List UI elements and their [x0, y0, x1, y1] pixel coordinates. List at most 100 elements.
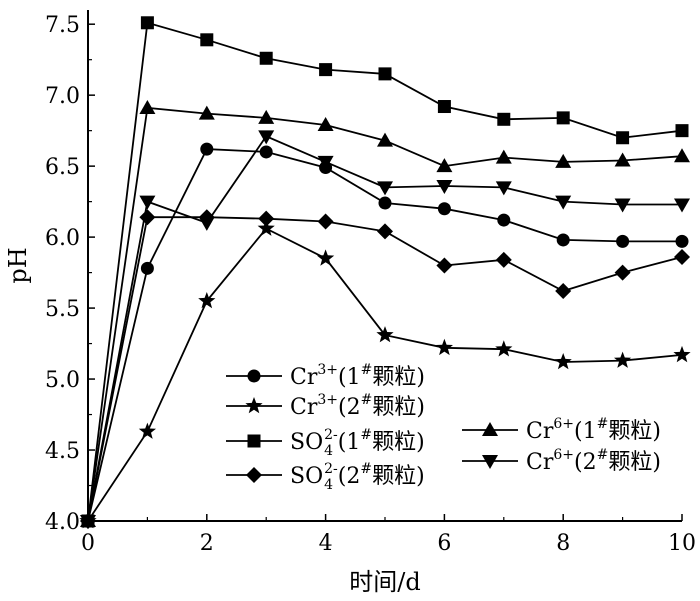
data-point-so4-1 [616, 131, 630, 145]
y-tick-label: 5.0 [45, 368, 80, 393]
x-tick-label: 2 [200, 531, 214, 556]
legend-label: Cr3+(1#颗粒) [290, 362, 425, 390]
legend-label: Cr6+(1#颗粒) [526, 416, 661, 444]
legend-label: Cr6+(2#颗粒) [526, 447, 661, 475]
data-point-cr6-1 [555, 153, 572, 168]
data-point-so4-2 [614, 264, 631, 281]
data-point-cr6-2 [674, 198, 690, 213]
data-point-so4-1 [497, 112, 511, 126]
data-point-cr6-2 [614, 198, 631, 213]
data-point-cr3-1 [556, 233, 570, 247]
x-axis-title: 时间/d [349, 568, 420, 596]
y-tick-label: 7.0 [45, 84, 80, 109]
data-point-cr6-2 [258, 130, 275, 145]
legend-item-cr3-1: Cr3+(1#颗粒) [226, 362, 425, 390]
legend-item-cr6-2: Cr6+(2#颗粒) [462, 447, 661, 475]
legend-item-so4-2: SO42-(2#颗粒) [226, 461, 425, 493]
data-point-cr3-2 [257, 219, 275, 236]
data-point-so4-2 [495, 251, 512, 268]
legend-label: SO42-(1#颗粒) [290, 427, 425, 459]
data-point-cr3-2 [435, 338, 453, 356]
x-tick-label: 6 [437, 531, 451, 556]
data-point-cr6-1 [614, 152, 631, 167]
data-point-cr6-1 [198, 105, 215, 120]
series-so4-2 [80, 209, 690, 529]
legend-item-cr6-1: Cr6+(1#颗粒) [462, 416, 661, 444]
data-point-cr6-2 [436, 180, 453, 195]
data-point-so4-2 [674, 248, 690, 265]
data-point-cr3-1 [675, 234, 689, 248]
legend-marker [246, 467, 262, 483]
data-point-cr6-1 [139, 99, 156, 114]
y-tick-label: 7.5 [45, 13, 80, 38]
data-point-cr6-2 [198, 216, 215, 231]
series-layer [79, 16, 691, 529]
legend: Cr3+(1#颗粒)Cr3+(2#颗粒) SO42-(1#颗粒)SO42-(2#颗… [226, 362, 661, 493]
legend-marker [245, 397, 263, 414]
data-point-so4-1 [140, 16, 154, 30]
legend-item-cr3-2: Cr3+(2#颗粒) [226, 392, 425, 420]
data-point-so4-2 [377, 223, 393, 240]
y-tick-label: 6.0 [45, 226, 80, 251]
data-point-so4-2 [436, 257, 453, 274]
data-point-cr3-1 [259, 145, 273, 159]
data-point-so4-1 [675, 124, 689, 138]
data-point-cr3-1 [200, 142, 214, 156]
data-point-cr3-2 [317, 249, 335, 266]
series-so4-1 [81, 16, 689, 528]
data-point-cr6-1 [258, 109, 275, 124]
legend-marker [247, 369, 261, 383]
data-point-cr6-2 [139, 195, 156, 210]
data-point-so4-2 [555, 283, 572, 300]
x-tick-label: 0 [81, 531, 95, 556]
legend-marker [482, 422, 498, 436]
data-point-cr6-1 [495, 149, 512, 164]
y-tick-label: 4.5 [45, 439, 80, 464]
data-point-so4-1 [319, 63, 333, 77]
data-point-cr3-2 [198, 292, 216, 309]
y-tick-label: 5.5 [45, 297, 80, 322]
data-point-cr6-2 [495, 181, 512, 196]
x-tick-label: 8 [556, 531, 570, 556]
legend-marker [482, 455, 498, 469]
data-point-so4-1 [378, 67, 392, 81]
data-point-cr3-1 [616, 234, 630, 248]
series-cr6-2 [80, 130, 690, 529]
data-point-cr3-2 [614, 351, 632, 368]
data-point-cr3-2 [495, 340, 513, 357]
data-point-cr6-2 [317, 155, 334, 170]
data-point-cr6-1 [436, 158, 453, 173]
data-point-so4-1 [200, 33, 214, 47]
data-point-cr3-1 [437, 202, 451, 216]
legend-marker [247, 434, 261, 448]
y-tick-label: 6.5 [45, 155, 80, 180]
data-point-cr3-1 [378, 196, 392, 210]
data-point-cr3-1 [497, 213, 511, 227]
tick-labels: 4.0 4.5 5.0 5.5 6.0 6.5 7.0 7.5 0 2 4 6 8 10 [45, 13, 696, 556]
axes [87, 10, 683, 522]
data-point-cr6-2 [80, 515, 96, 529]
data-point-cr3-2 [554, 353, 572, 370]
legend-item-so4-1: SO42-(1#颗粒) [226, 427, 425, 459]
data-point-cr3-1 [140, 261, 154, 275]
y-axis-title: pH [4, 247, 32, 283]
data-point-cr3-2 [673, 345, 691, 363]
data-point-so4-1 [556, 111, 570, 125]
y-tick-label: 4.0 [45, 510, 80, 535]
data-point-so4-2 [139, 209, 156, 226]
data-point-so4-1 [259, 51, 273, 65]
data-point-so4-2 [258, 210, 275, 227]
series-cr6-1 [80, 99, 690, 527]
legend-label: SO42-(2#颗粒) [290, 461, 425, 493]
x-tick-label: 10 [668, 531, 696, 556]
data-point-cr3-2 [138, 422, 156, 439]
x-tick-label: 4 [319, 531, 333, 556]
data-point-so4-1 [437, 100, 451, 114]
data-point-cr6-1 [317, 116, 334, 131]
data-point-so4-2 [317, 213, 334, 230]
data-point-cr3-2 [376, 326, 394, 343]
data-point-cr6-2 [377, 181, 393, 196]
data-point-cr6-1 [377, 132, 393, 147]
data-point-cr6-2 [555, 195, 572, 210]
